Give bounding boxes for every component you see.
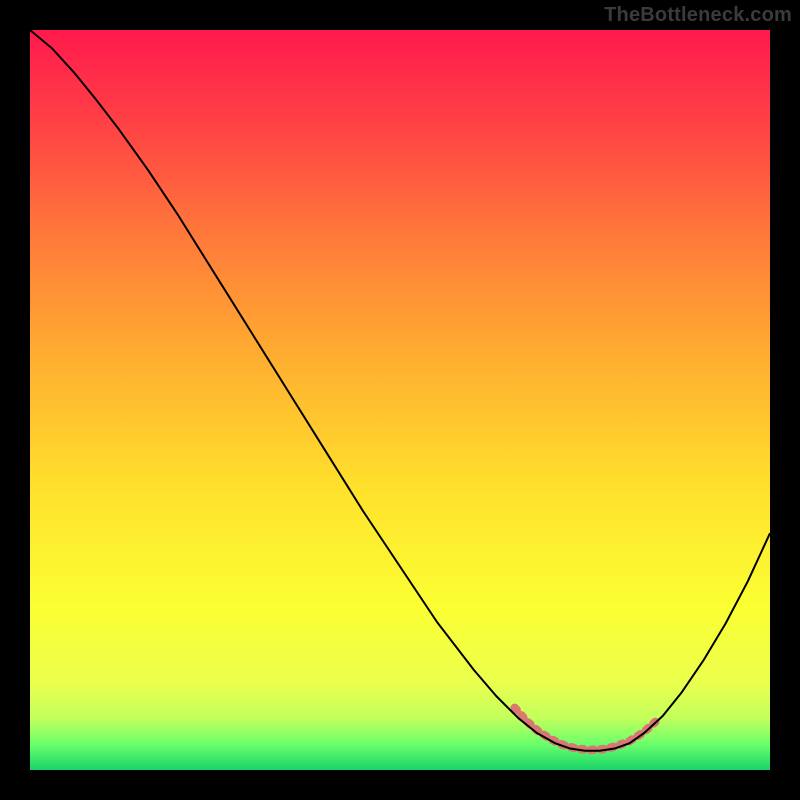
outer-frame: TheBottleneck.com <box>0 0 800 800</box>
bottleneck-curve <box>30 30 770 751</box>
watermark-text: TheBottleneck.com <box>604 4 792 27</box>
chart-overlay-svg <box>30 30 770 770</box>
bottleneck-valley-marker <box>515 708 656 750</box>
